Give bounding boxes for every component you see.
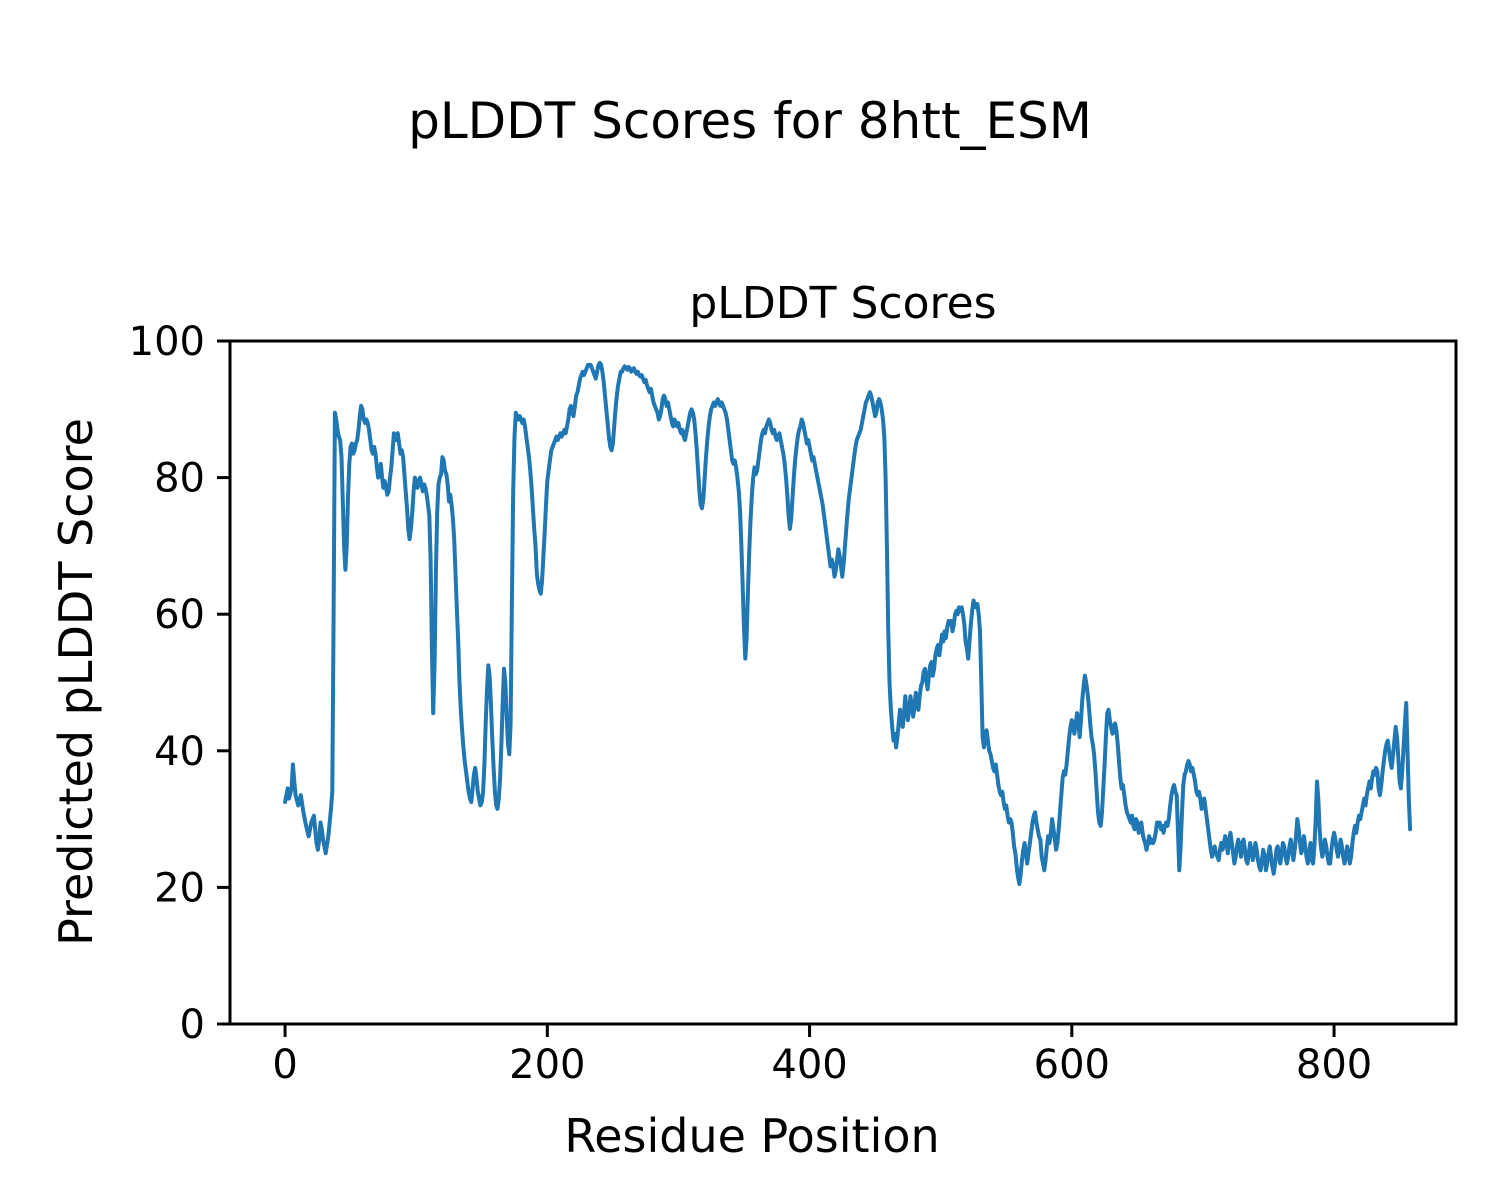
- figure-suptitle: pLDDT Scores for 8htt_ESM: [408, 92, 1092, 150]
- plot-spines: [228, 339, 1458, 1026]
- data-line-layer: [283, 360, 1413, 886]
- y-tick-label: 60: [154, 592, 205, 638]
- y-tick-label: 0: [180, 1002, 205, 1048]
- axes-title: pLDDT Scores: [689, 278, 996, 329]
- plddt-line: [283, 360, 1413, 886]
- x-axis-label: Residue Position: [564, 1109, 939, 1163]
- y-tick-label: 20: [154, 865, 205, 911]
- x-tick-label: 400: [771, 1042, 847, 1088]
- y-axis-label: Predicted pLDDT Score: [49, 418, 103, 946]
- y-tick-label: 40: [154, 729, 205, 775]
- y-tick-label: 100: [129, 319, 205, 365]
- y-tick-label: 80: [154, 456, 205, 502]
- x-tick-label: 0: [272, 1042, 297, 1088]
- x-tick-label: 800: [1296, 1042, 1372, 1088]
- x-tick-label: 600: [1034, 1042, 1110, 1088]
- ticks-layer: 0 200 400 600 800 0 20 40 60 80 100: [129, 319, 1373, 1088]
- x-tick-label: 200: [509, 1042, 585, 1088]
